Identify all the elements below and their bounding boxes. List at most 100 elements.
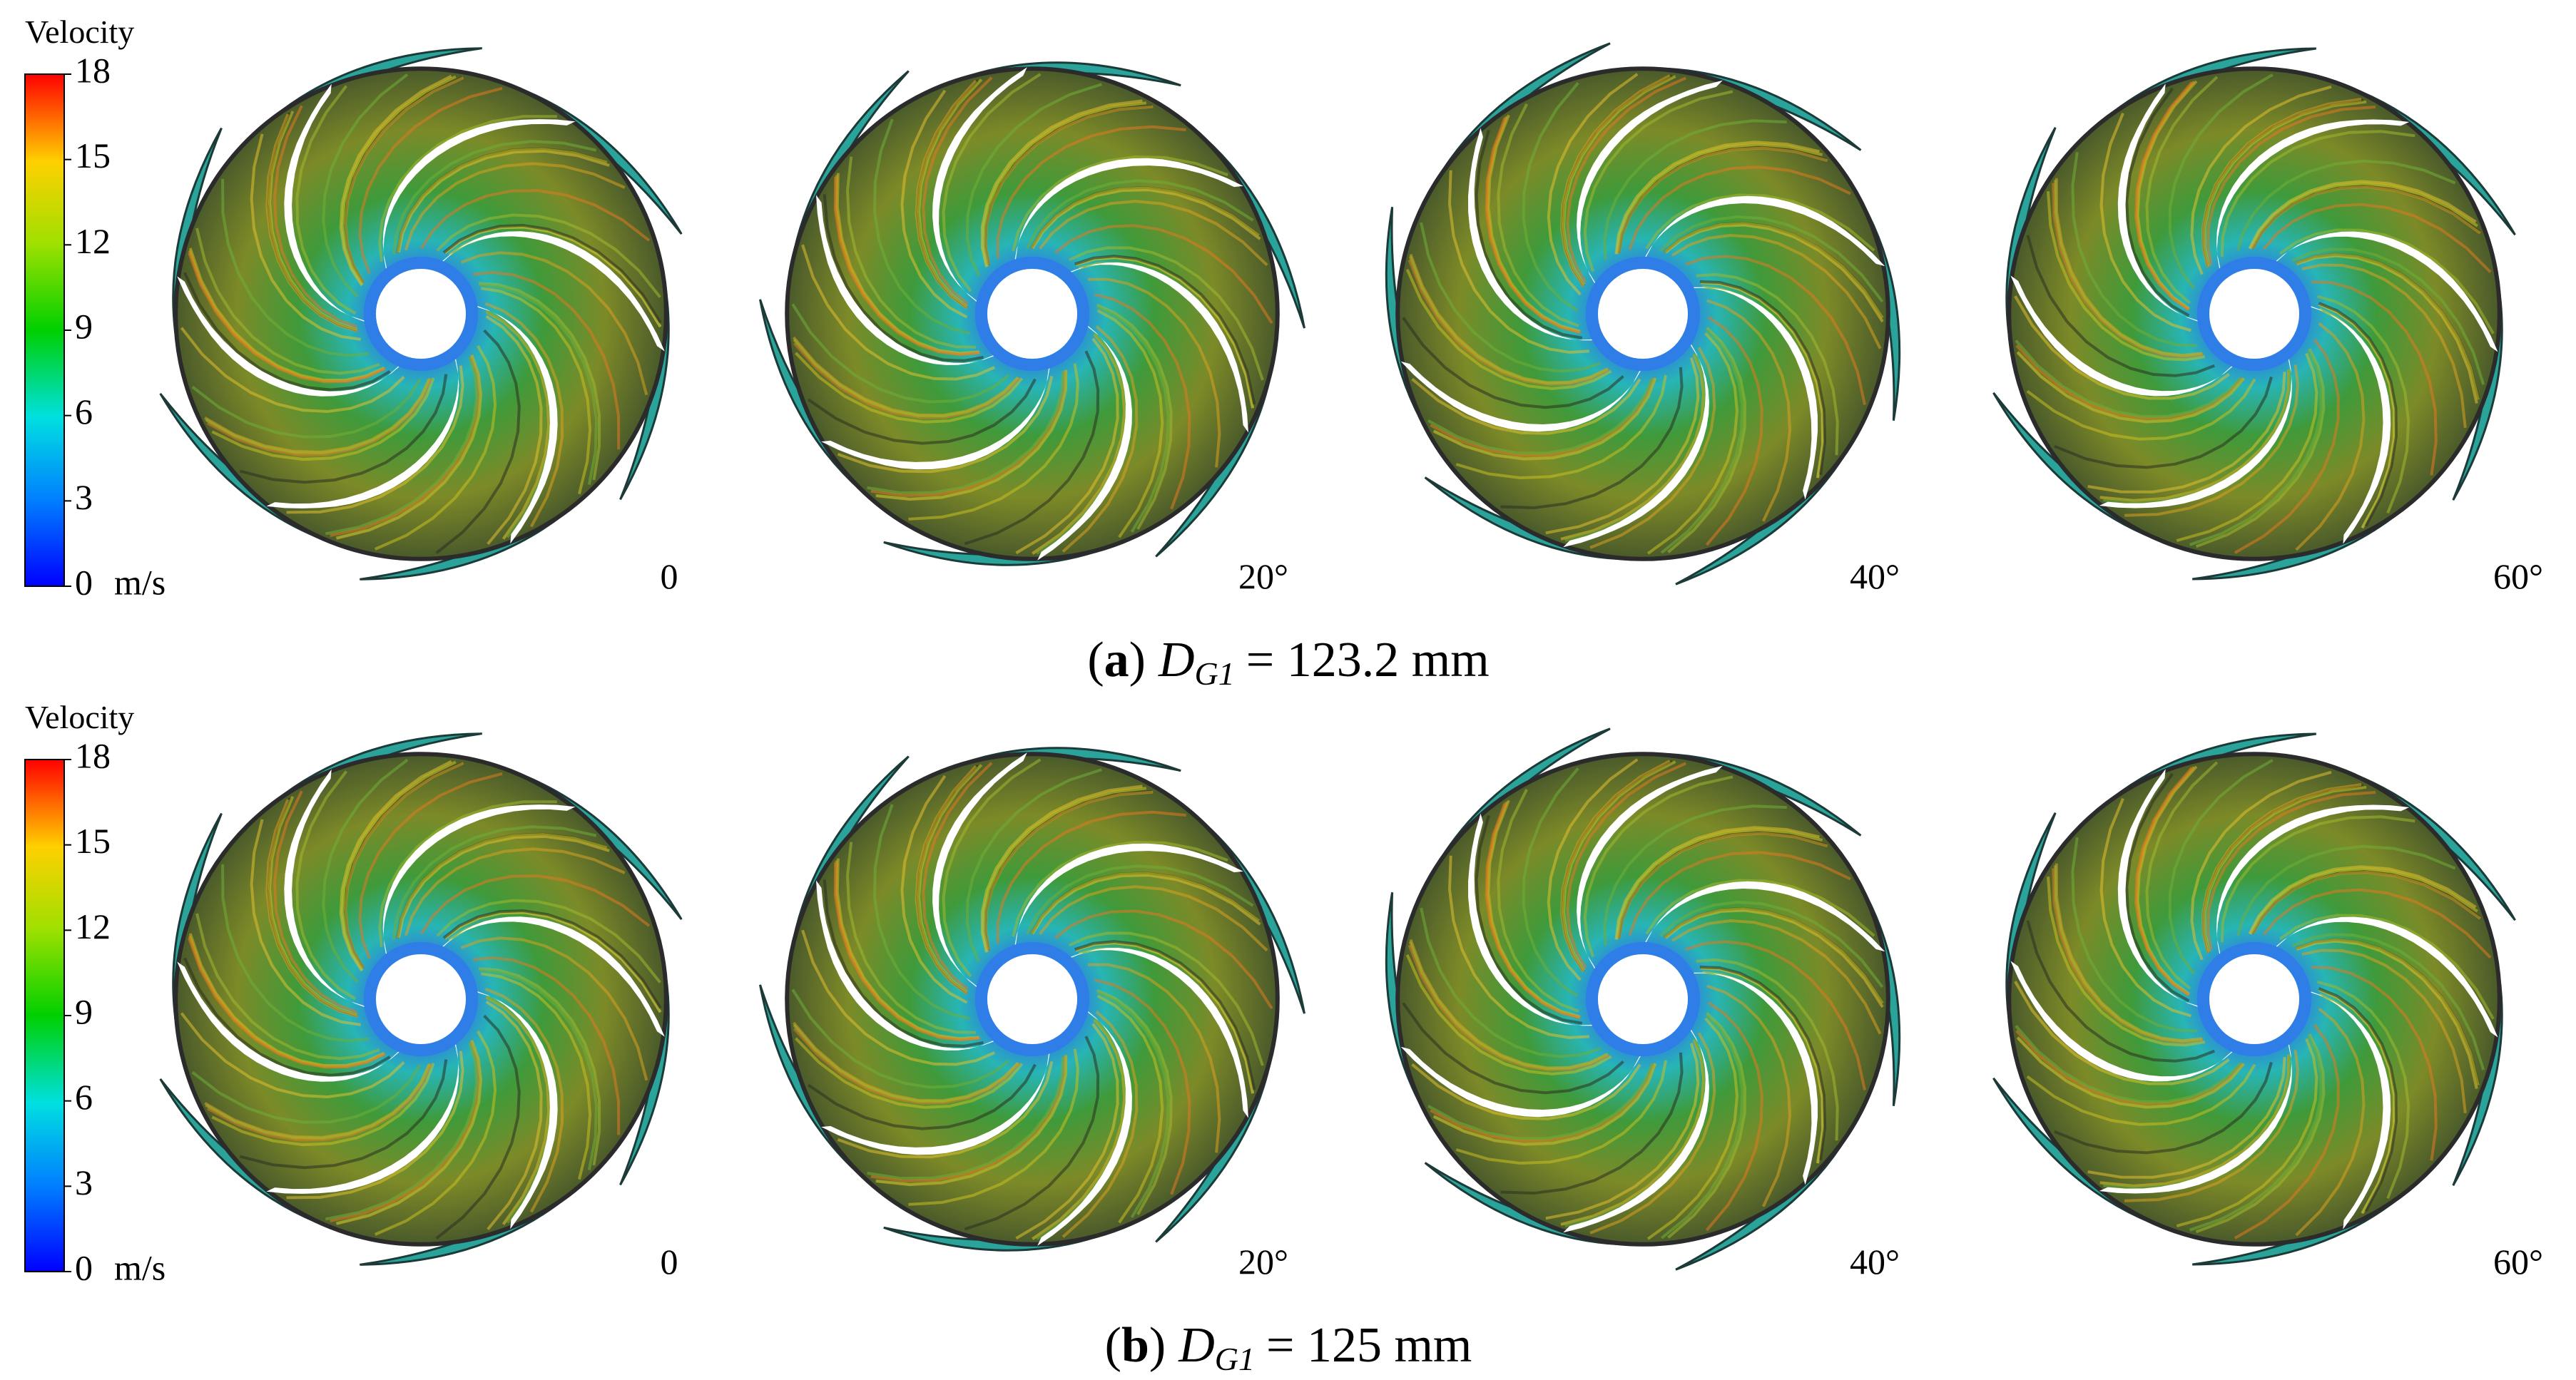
angle-label: 20°: [1238, 1242, 1288, 1282]
streamline: [2206, 791, 2376, 951]
caption: (b) DG1 = 125 mm: [1105, 1318, 1472, 1377]
streamline: [1096, 988, 1173, 1215]
hub: [987, 268, 1078, 359]
blade: [266, 351, 459, 508]
colorbar-tick-label: 3: [75, 477, 93, 517]
streamline: [335, 1040, 482, 1225]
streamline: [942, 73, 1042, 292]
streamline: [339, 760, 452, 972]
streamline: [358, 772, 503, 959]
streamline: [1096, 309, 1164, 538]
streamline: [180, 327, 405, 414]
blade: [1063, 262, 1248, 433]
streamline: [442, 909, 662, 1009]
streamline: [330, 356, 480, 538]
streamline: [1096, 305, 1170, 533]
streamline: [964, 350, 1100, 546]
streamline: [484, 302, 564, 528]
streamline: [1660, 328, 1744, 554]
colorbar-tick-label: 6: [75, 392, 93, 431]
streamline: [791, 988, 1010, 1089]
streamline: [325, 1042, 479, 1221]
legend-title: Velocity: [25, 699, 134, 735]
streamline: [1485, 117, 1581, 334]
streamline: [1430, 377, 1655, 457]
streamline: [2014, 981, 2230, 1085]
streamline: [2099, 1055, 2290, 1187]
streamline: [1566, 76, 1687, 283]
streamline: [1094, 293, 1191, 510]
streamline: [1589, 347, 1716, 549]
streamline: [1096, 991, 1170, 1218]
streamline: [343, 76, 464, 284]
streamline: [481, 287, 592, 495]
streamline: [1475, 129, 1583, 339]
blade: [816, 195, 1002, 365]
hub: [375, 954, 467, 1045]
streamline: [1685, 255, 1866, 405]
streamline: [1096, 303, 1173, 530]
streamline: [481, 972, 592, 1180]
colorbar-tick-label: 9: [75, 306, 93, 346]
streamline: [2054, 1061, 2273, 1155]
streamline: [2099, 112, 2191, 332]
streamline: [980, 784, 1143, 953]
streamline: [1497, 789, 1579, 1013]
streamline: [460, 936, 648, 1081]
streamline: [2125, 87, 2190, 317]
caption-label: a: [1104, 633, 1129, 688]
streamline: [273, 790, 357, 1013]
streamline: [794, 1037, 1024, 1109]
caption-rest: = 125 mm: [1266, 1318, 1472, 1373]
streamline: [221, 178, 370, 357]
streamline: [2262, 203, 2492, 274]
streamline: [1645, 879, 1875, 937]
streamline: [1589, 1032, 1716, 1235]
streamline: [2220, 815, 2415, 943]
streamline: [358, 86, 503, 274]
streamline: [1447, 855, 1589, 1040]
streamline: [322, 73, 409, 298]
streamline: [908, 363, 1079, 521]
streamline: [2190, 85, 2332, 275]
streamline: [2124, 1050, 2300, 1202]
streamline: [2195, 348, 2326, 548]
streamline: [2016, 1036, 2245, 1109]
streamline: [1402, 317, 1624, 409]
streamline: [2279, 228, 2495, 334]
streamline: [2015, 1025, 2242, 1103]
streamline: [2295, 252, 2480, 400]
panel: Velocity 0 3 6 9 12 15 18 m/s 0 20° 40° 60° (a) DG1 = 1…: [24, 14, 2543, 692]
streamline: [1039, 200, 1268, 267]
streamline: [2316, 980, 2410, 1200]
caption-symbol: D: [1158, 633, 1195, 688]
streamline: [1069, 931, 1264, 1066]
streamline: [1405, 268, 1612, 390]
caption-open: (: [1105, 1318, 1121, 1373]
streamline: [801, 929, 996, 1066]
streamline: [2014, 295, 2230, 400]
streamline: [837, 1060, 1054, 1159]
streamline: [1664, 907, 1884, 1004]
streamline: [1659, 215, 1884, 303]
streamline: [1032, 333, 1126, 555]
streamline: [1617, 832, 1828, 939]
streamline: [436, 899, 661, 983]
streamline: [195, 228, 380, 375]
blade: [2099, 1036, 2292, 1194]
streamline: [2015, 1030, 2244, 1106]
streamline: [2203, 100, 2367, 267]
streamline: [2016, 351, 2245, 424]
blade: [2216, 804, 2410, 962]
streamline: [807, 378, 1037, 445]
streamline: [188, 937, 386, 1069]
streamline: [1547, 73, 1639, 296]
streamline: [915, 79, 977, 310]
streamline: [2206, 106, 2376, 265]
streamline: [833, 862, 980, 1042]
streamline: [2291, 247, 2485, 385]
streamline: [478, 967, 601, 1166]
streamline: [2145, 761, 2219, 990]
colorbar-tick-label: 18: [75, 735, 111, 775]
streamline: [339, 74, 452, 287]
